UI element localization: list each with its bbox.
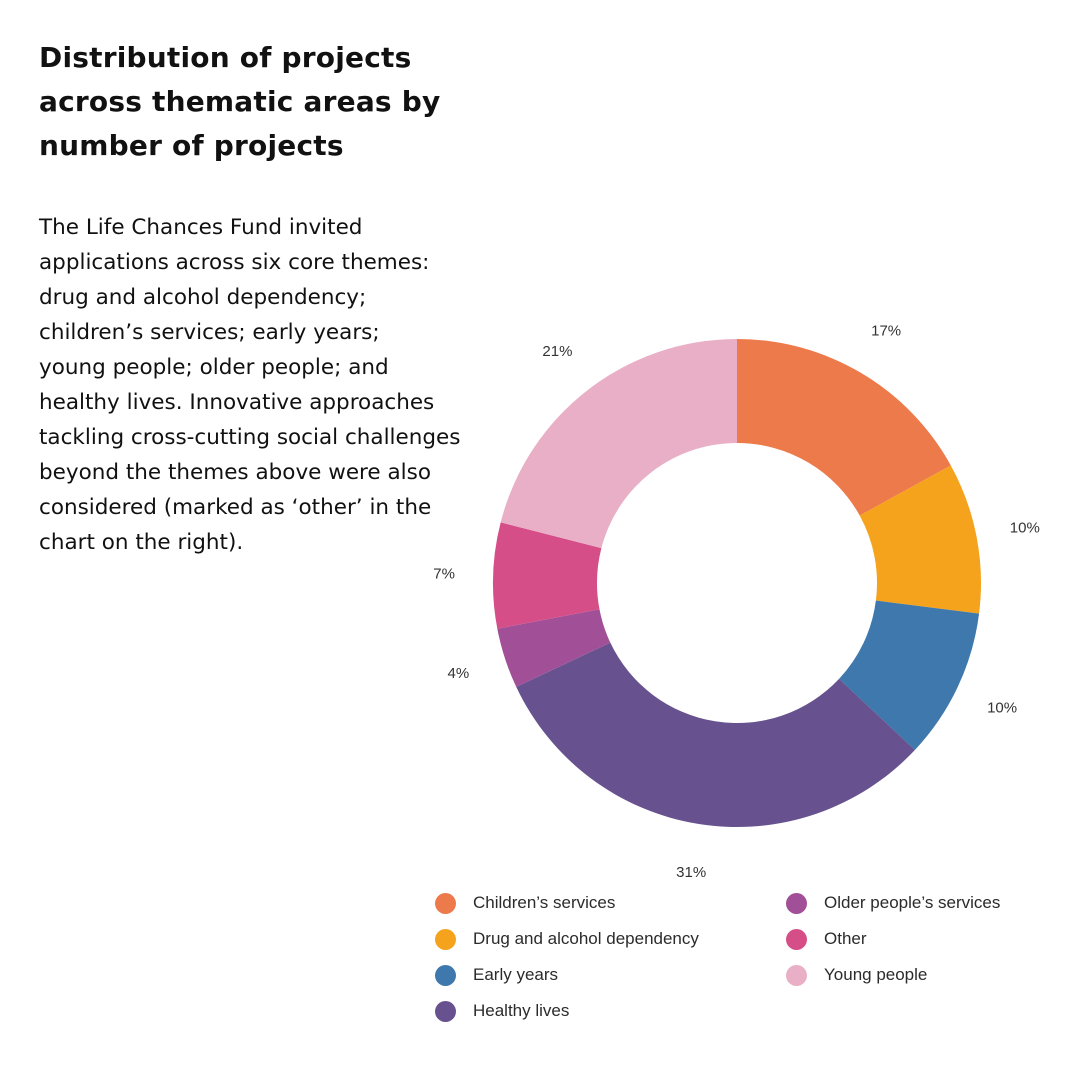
description-line: beyond the themes above were also xyxy=(39,460,431,485)
description: The Life Chances Fund invited applicatio… xyxy=(39,210,509,560)
description-line: children’s services; early years; xyxy=(39,320,380,345)
slice-value-label: 21% xyxy=(542,343,572,360)
donut-slice xyxy=(737,339,951,516)
legend-item-young-people: Young people xyxy=(786,957,1000,993)
slice-value-label: 7% xyxy=(433,565,455,582)
title-line: across thematic areas by xyxy=(39,85,441,118)
legend-label: Young people xyxy=(824,965,928,984)
legend-label: Children’s services xyxy=(473,893,616,912)
title-line: number of projects xyxy=(39,129,344,162)
description-line: healthy lives. Innovative approaches xyxy=(39,390,435,415)
legend-label: Drug and alcohol dependency xyxy=(473,929,699,948)
legend-swatch xyxy=(435,1000,456,1022)
description-line: applications across six core themes: xyxy=(39,250,430,275)
description-line: young people; older people; and xyxy=(39,355,389,380)
donut-slice xyxy=(500,339,737,549)
legend-swatch xyxy=(786,892,807,914)
donut-slice xyxy=(497,609,611,687)
donut-slice xyxy=(859,465,981,614)
legend-label: Early years xyxy=(473,965,559,984)
slice-value-label: 4% xyxy=(447,665,469,682)
legend-column-right: Older people’s services Other Young peop… xyxy=(786,885,1000,993)
legend-label: Older people’s services xyxy=(824,893,1001,912)
legend-label: Healthy lives xyxy=(473,1001,570,1020)
chart-title: Distribution of projects across thematic… xyxy=(39,36,479,168)
title-line: Distribution of projects xyxy=(39,41,412,74)
legend-swatch xyxy=(435,964,456,986)
legend-swatch xyxy=(786,928,807,950)
description-line: drug and alcohol dependency; xyxy=(39,285,367,310)
description-line: considered (marked as ‘other’ in the xyxy=(39,495,432,520)
legend-item-childrens-services: Children’s services xyxy=(435,885,699,921)
slice-value-label: 10% xyxy=(1010,520,1040,537)
donut-slice xyxy=(492,522,602,629)
description-line: chart on the right). xyxy=(39,530,244,555)
donut-slice xyxy=(839,600,980,751)
legend-swatch xyxy=(786,964,807,986)
legend-item-older-people: Older people’s services xyxy=(786,885,1000,921)
legend-item-drug-and-alcohol: Drug and alcohol dependency xyxy=(435,921,699,957)
slice-value-label: 17% xyxy=(871,322,901,339)
legend-label: Other xyxy=(824,929,867,948)
description-line: The Life Chances Fund invited xyxy=(39,215,363,240)
legend-swatch xyxy=(435,892,456,914)
legend-column-left: Children’s services Drug and alcohol dep… xyxy=(435,885,699,1029)
slice-value-label: 31% xyxy=(676,864,706,881)
donut-slice xyxy=(516,642,915,827)
legend-swatch xyxy=(435,928,456,950)
slice-value-label: 10% xyxy=(987,699,1017,716)
description-line: tackling cross-cutting social challenges xyxy=(39,425,461,450)
legend-item-other: Other xyxy=(786,921,1000,957)
legend-item-healthy-lives: Healthy lives xyxy=(435,993,699,1029)
legend-item-early-years: Early years xyxy=(435,957,699,993)
